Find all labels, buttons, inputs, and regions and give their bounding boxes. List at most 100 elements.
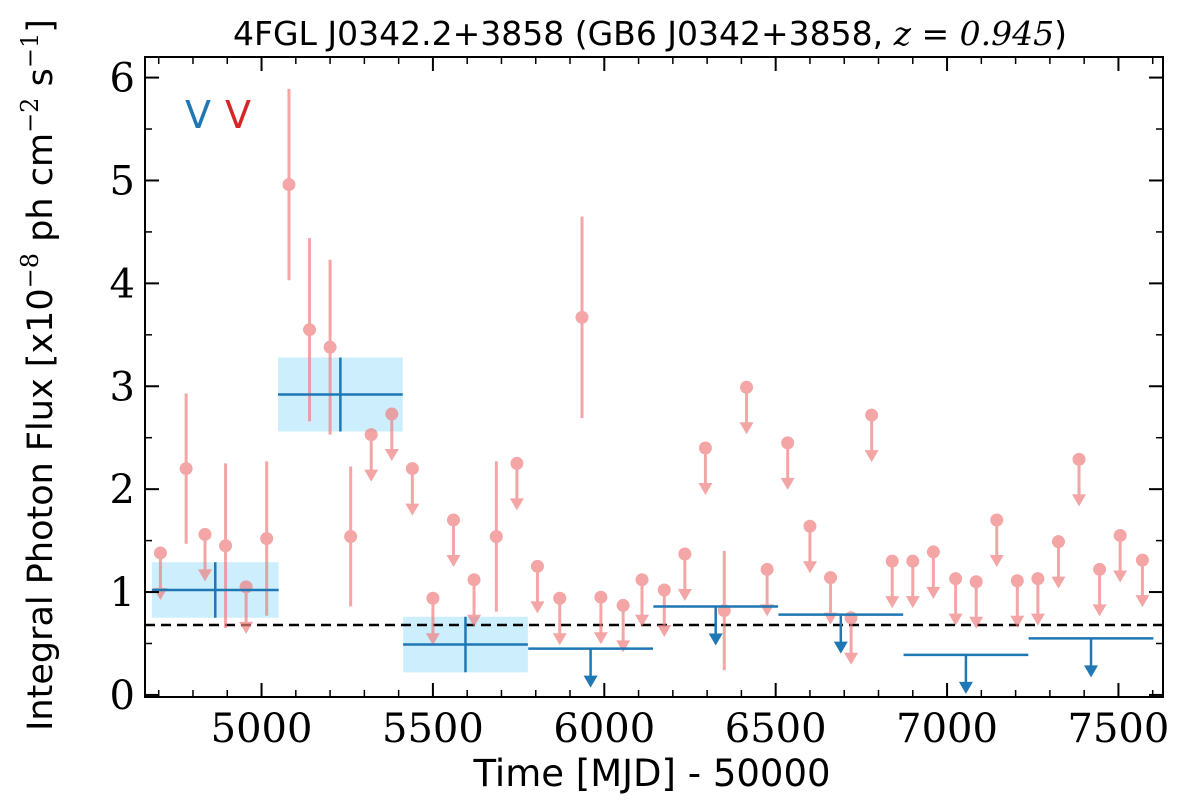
data-point-marker	[575, 310, 589, 324]
upper-limit-arrow-head	[885, 596, 900, 609]
data-point-marker	[260, 532, 274, 546]
upper-limit-arrow-head	[677, 588, 692, 601]
upper-limit-35	[1092, 562, 1107, 617]
upper-limit-marker	[1031, 572, 1045, 586]
x-axis-label: Time [MJD] - 50000	[472, 752, 830, 795]
upper-limit-21	[802, 519, 817, 574]
upper-limit-arrow-head	[989, 555, 1004, 568]
upper-limit-20	[780, 436, 795, 490]
binned-upper-limit-2	[778, 613, 904, 654]
y-axis-label-s: s	[21, 68, 61, 97]
x-tick-label-1: 5500	[382, 706, 484, 752]
upper-limit-marker	[678, 547, 692, 561]
plot-frame	[144, 56, 1164, 698]
plot-area	[145, 88, 1163, 694]
upper-limit-arrow-head	[1051, 576, 1066, 589]
upper-limit-22	[823, 571, 838, 625]
upper-limit-10	[530, 559, 545, 614]
upper-limit-14	[635, 573, 650, 627]
y-tick-label-3: 3	[110, 364, 135, 410]
upper-limit-37	[1135, 553, 1150, 608]
upper-limit-marker	[635, 573, 649, 587]
upper-limit-6	[425, 591, 440, 646]
upper-limit-marker	[446, 513, 460, 527]
data-point-3	[282, 88, 296, 281]
upper-limit-29	[969, 575, 984, 629]
data-point-marker	[489, 529, 503, 543]
binned-upper-limit-head	[708, 633, 723, 646]
upper-limit-arrow-head	[530, 601, 545, 614]
upper-limit-marker	[1135, 553, 1149, 567]
upper-limit-marker	[781, 436, 795, 450]
upper-limit-marker	[885, 554, 899, 568]
upper-limit-arrow-head	[1113, 570, 1128, 583]
upper-limit-marker	[1072, 452, 1086, 466]
upper-limit-arrow-head	[197, 569, 212, 582]
data-point-marker	[282, 178, 296, 192]
binned-upper-limit-head	[583, 675, 598, 688]
data-point-4	[303, 238, 317, 422]
upper-limit-arrow-head	[425, 633, 440, 646]
upper-limit-arrow-head	[657, 624, 672, 637]
upper-limit-1	[197, 527, 212, 582]
upper-limit-marker	[844, 611, 858, 625]
upper-limit-arrow-head	[552, 633, 567, 646]
upper-limit-arrow-head	[509, 498, 524, 511]
upper-limit-marker	[530, 559, 544, 573]
upper-limit-marker	[616, 598, 630, 612]
x-tick-label-4: 7000	[896, 706, 998, 752]
data-point-marker	[323, 340, 337, 354]
x-tick-label-3: 6500	[725, 706, 827, 752]
upper-limit-marker	[1010, 574, 1024, 588]
binned-upper-limit-head	[958, 681, 973, 694]
upper-limit-marker	[385, 407, 399, 421]
upper-limit-17	[698, 441, 713, 495]
x-tick-label-2: 6000	[553, 706, 655, 752]
upper-limit-33	[1051, 535, 1066, 589]
upper-limit-arrow-head	[239, 621, 254, 634]
data-point-9	[717, 550, 731, 671]
upper-limit-18	[739, 380, 754, 435]
binned-point-0	[151, 562, 279, 618]
upper-limit-32	[1030, 572, 1045, 626]
upper-limit-marker	[698, 441, 712, 455]
upper-limit-15	[657, 583, 672, 637]
upper-limit-marker	[657, 583, 671, 597]
upper-limit-arrow-head	[1135, 595, 1150, 608]
upper-limit-marker	[364, 428, 378, 442]
upper-limit-marker	[1113, 528, 1127, 542]
upper-limit-4	[384, 407, 399, 462]
upper-limit-arrow-head	[905, 596, 920, 609]
upper-limit-marker	[426, 591, 440, 605]
upper-limit-marker	[990, 513, 1004, 527]
data-point-1	[219, 463, 233, 629]
data-point-marker	[179, 462, 193, 476]
upper-limit-marker	[824, 571, 838, 585]
upper-limit-marker	[594, 590, 608, 604]
upper-limit-5	[405, 462, 420, 516]
binned-point-1	[277, 357, 403, 432]
upper-limit-23	[844, 611, 859, 665]
data-point-6	[344, 466, 358, 607]
binned-upper-limit-4	[1028, 637, 1154, 678]
upper-limit-arrow-head	[635, 614, 650, 627]
y-tick-label-1: 1	[110, 570, 135, 616]
binned-upper-limit-3	[903, 653, 1029, 694]
binned-upper-limit-head	[833, 641, 848, 654]
upper-limit-arrow-head	[1030, 613, 1045, 626]
upper-limit-marker	[198, 527, 212, 541]
upper-limit-7	[446, 513, 461, 568]
upper-limit-8	[467, 573, 482, 627]
chart-title: 4FGL J0342.2+3858 (GB6 J0342+3858, z = 0…	[233, 14, 1067, 53]
data-point-7	[489, 461, 503, 612]
y-tick-label-6: 6	[110, 56, 135, 102]
upper-limit-arrow-head	[844, 652, 859, 665]
binned-upper-limit-0	[528, 647, 653, 688]
upper-limit-marker	[405, 462, 419, 476]
upper-limit-marker	[1093, 562, 1107, 576]
upper-limit-25	[885, 554, 900, 609]
upper-limit-arrow-head	[384, 449, 399, 462]
y-axis-label-mid: ph cm	[21, 133, 61, 253]
binned-upper-limit-head	[1084, 665, 1099, 678]
y-axis-label-post: ]	[21, 19, 61, 33]
